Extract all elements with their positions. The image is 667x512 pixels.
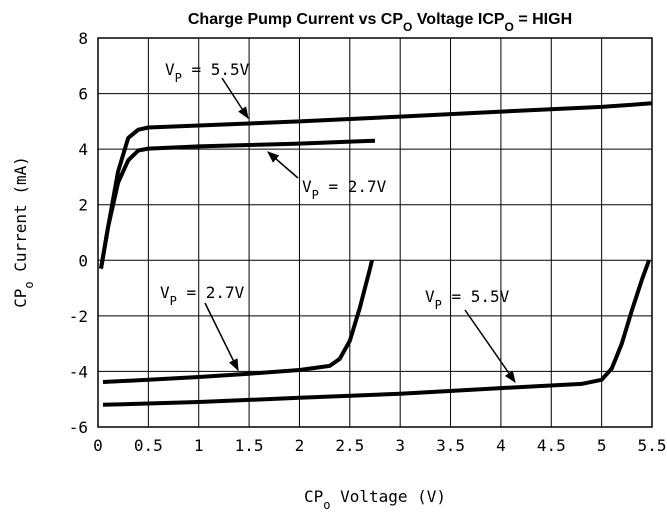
- y-tick-label: -4: [69, 362, 88, 381]
- annotation-arrow: [221, 77, 249, 120]
- y-axis-label-part: o: [22, 281, 36, 288]
- line-series: [102, 259, 374, 384]
- line-series: [99, 101, 653, 269]
- x-tick-label: 2.5: [335, 436, 364, 455]
- annotation-part: P: [435, 298, 442, 312]
- x-axis-label-part: o: [323, 498, 330, 512]
- annotation: VP = 5.5V: [425, 287, 510, 312]
- annotation-arrow: [267, 151, 299, 179]
- chart-title-part: O: [403, 20, 412, 34]
- x-axis-label-part: CP: [304, 487, 323, 506]
- annotation-part: P: [175, 71, 182, 85]
- chart-title-part: Voltage ICP: [412, 11, 504, 28]
- y-tick-label: 8: [78, 29, 88, 48]
- annotation: VP = 2.7V: [302, 177, 387, 202]
- x-tick-label: 4.5: [537, 436, 566, 455]
- annotation-arrow: [204, 302, 239, 372]
- x-tick-label: 0.5: [134, 436, 163, 455]
- x-tick-label: 5.5: [638, 436, 667, 455]
- line-series: [102, 259, 651, 407]
- chart-title: Charge Pump Current vs CPO Voltage ICPO …: [188, 11, 572, 34]
- x-axis-label-part: Voltage (V): [330, 487, 446, 506]
- y-tick-label: 4: [78, 140, 88, 159]
- x-tick-label: 3.5: [436, 436, 465, 455]
- x-tick-label: 1: [194, 436, 204, 455]
- x-tick-label: 2: [295, 436, 305, 455]
- annotation-part: V: [160, 283, 170, 302]
- x-tick-label: 0: [93, 436, 103, 455]
- annotation-part: = 5.5V: [442, 287, 510, 306]
- y-axis-label-part: CP: [11, 289, 30, 308]
- y-axis-label-part: Current (mA): [11, 156, 30, 281]
- y-tick-label: -6: [69, 418, 88, 437]
- annotation-part: = 5.5V: [182, 60, 250, 79]
- annotation: VP = 5.5V: [165, 60, 250, 85]
- annotation-part: P: [312, 188, 319, 202]
- annotation-part: = 2.7V: [319, 177, 387, 196]
- y-tick-label: 2: [78, 196, 88, 215]
- line-series: [99, 138, 376, 269]
- plot-frame: [97, 37, 653, 428]
- annotation-part: V: [425, 287, 435, 306]
- y-tick-label: 6: [78, 85, 88, 104]
- x-tick-label: 3: [395, 436, 405, 455]
- y-tick-label: -2: [69, 307, 88, 326]
- annotation-arrow: [464, 309, 516, 383]
- x-tick-label: 5: [597, 436, 607, 455]
- chart-title-part: Charge Pump Current vs CP: [188, 11, 403, 28]
- annotation-part: P: [170, 294, 177, 308]
- annotation-part: V: [302, 177, 312, 196]
- y-tick-label: 0: [78, 251, 88, 270]
- y-axis-label: CPo Current (mA): [11, 156, 36, 308]
- x-tick-label: 1.5: [235, 436, 264, 455]
- chart-title-part: = HIGH: [514, 11, 572, 28]
- annotation: VP = 2.7V: [160, 283, 245, 308]
- annotation-part: = 2.7V: [177, 283, 245, 302]
- x-tick-label: 4: [496, 436, 506, 455]
- chart-title-part: O: [505, 20, 514, 34]
- x-axis-label: CPo Voltage (V): [304, 487, 446, 512]
- annotation-part: V: [165, 60, 175, 79]
